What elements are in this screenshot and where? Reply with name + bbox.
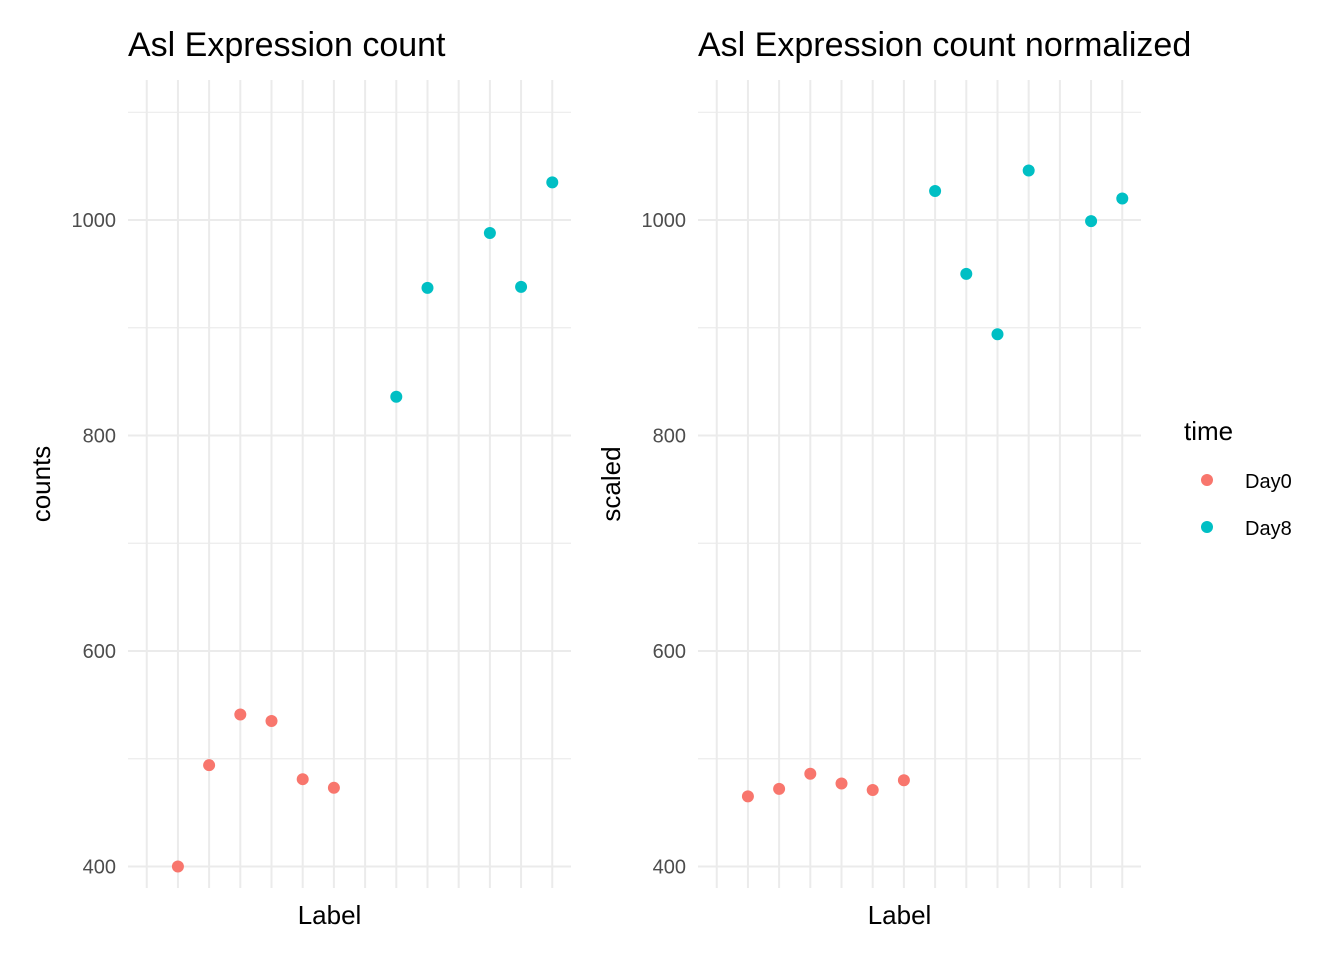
data-point-day0 [265,715,278,728]
legend-label-day0: Day0 [1245,471,1292,493]
data-point-day0 [296,773,309,786]
data-point-day0 [171,860,184,873]
data-point-day0 [234,708,247,721]
panel-grid [128,80,571,888]
legend-key-day0 [1201,474,1213,486]
data-point-day8 [421,281,434,294]
y-tick-label: 1000 [72,210,117,232]
data-point-day8 [960,267,973,280]
y-tick-label: 600 [83,641,116,663]
data-point-day0 [203,759,216,772]
panel-asl-expression-count-normalized: 400 600 800 1000 Asl Expression count norma… [596,26,1191,930]
y-axis-title: scaled [596,446,626,521]
y-tick-labels: 400 600 800 1000 [72,210,117,878]
y-tick-label: 400 [83,856,116,878]
y-axis-title: counts [26,446,56,523]
data-points [741,164,1129,803]
y-tick-label: 800 [653,426,686,448]
data-point-day0 [773,782,786,795]
y-tick-label: 1000 [642,210,687,232]
y-tick-label: 400 [653,856,686,878]
panel-asl-expression-count: 400 600 800 1000 Asl Expression count Label… [26,26,571,930]
x-axis-title: Label [868,900,932,930]
x-axis-title: Label [298,900,362,930]
panel-grid [698,80,1141,888]
legend: time Day0 Day8 [1184,416,1292,540]
data-point-day0 [897,774,910,787]
chart-title: Asl Expression count [128,26,446,64]
data-point-day0 [835,777,848,790]
data-point-day0 [741,790,754,803]
data-point-day0 [866,783,879,796]
data-point-day8 [546,176,559,189]
legend-key-day8 [1201,521,1213,533]
data-point-day8 [929,184,942,197]
data-point-day8 [483,226,496,239]
y-tick-label: 600 [653,641,686,663]
data-point-day8 [991,328,1004,341]
y-tick-label: 800 [83,426,116,448]
data-point-day0 [804,767,817,780]
data-point-day8 [515,280,528,293]
y-tick-labels: 400 600 800 1000 [642,210,687,878]
chart-title: Asl Expression count normalized [698,26,1191,64]
data-point-day8 [390,390,403,403]
data-point-day8 [1085,215,1098,228]
data-point-day0 [327,781,340,794]
data-point-day8 [1022,164,1035,177]
data-points [171,176,559,873]
legend-label-day8: Day8 [1245,518,1292,540]
legend-title: time [1184,416,1233,446]
data-point-day8 [1116,192,1129,205]
